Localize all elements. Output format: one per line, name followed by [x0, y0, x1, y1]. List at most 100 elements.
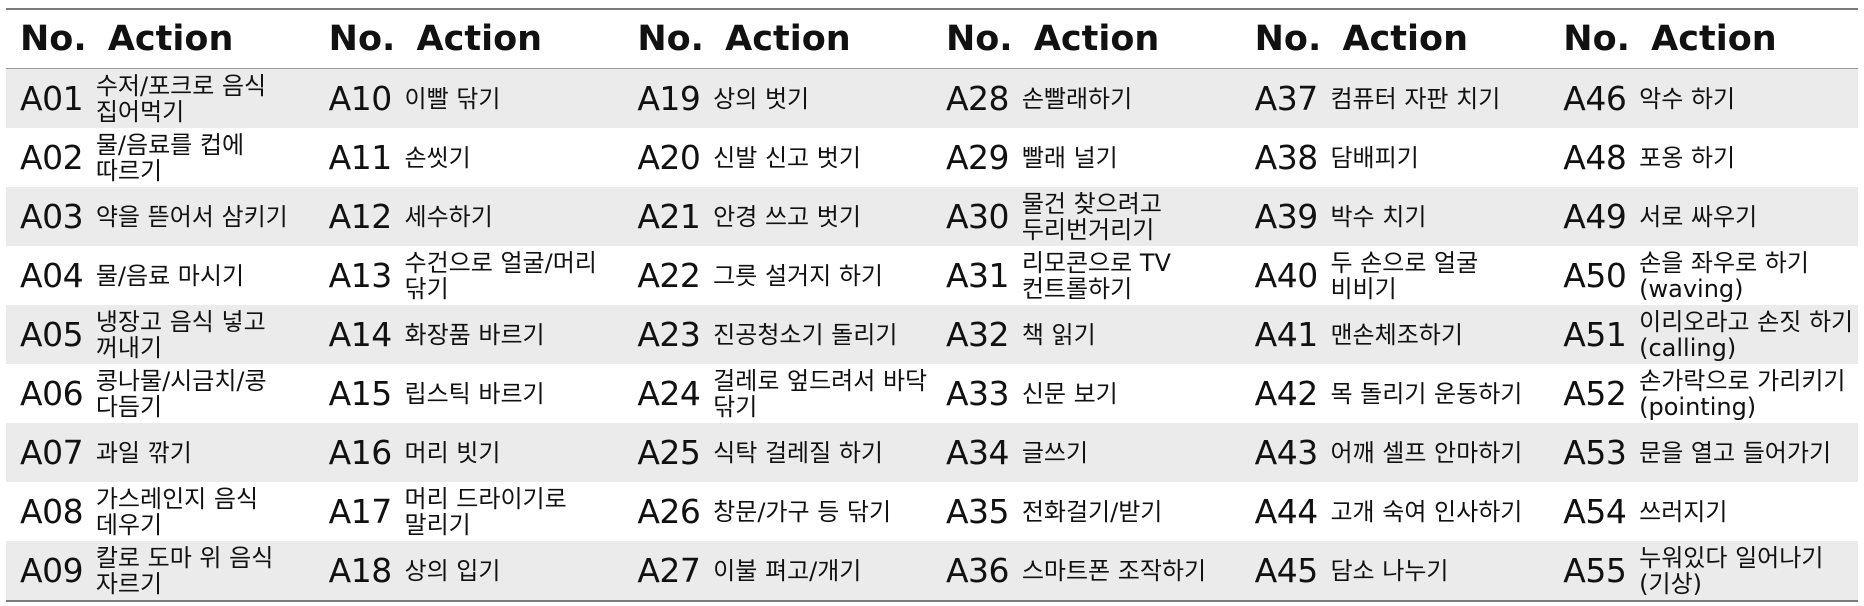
action-label: 과일 깎기 — [93, 423, 315, 482]
action-label: 창문/가구 등 닦기 — [713, 497, 892, 526]
action-code: A55 — [1549, 541, 1638, 601]
action-label: 걸레로 엎드려서 바닥 닦기 — [713, 366, 928, 421]
column-header-no: No. — [314, 9, 403, 69]
action-label: 화장품 바르기 — [402, 305, 624, 364]
column-header-action: Action — [93, 9, 315, 69]
action-label: 냉장고 음식 넣고 꺼내기 — [93, 305, 315, 364]
action-code: A34 — [931, 423, 1020, 482]
action-code: A42 — [1254, 374, 1319, 413]
table-row: A04 물/음료 마시기 A13 수건으로 얼굴/머리 닦기 A22 그릇 설거지 하기 A… — [6, 246, 1858, 305]
action-code: A20 — [637, 138, 701, 177]
action-label: 수건으로 얼굴/머리 닦기 — [404, 248, 597, 303]
column-header-no: No. — [623, 9, 712, 69]
action-code: A11 — [328, 138, 393, 177]
action-label: 어깨 셀프 안마하기 — [1328, 423, 1550, 482]
action-label: 포옹 하기 — [1639, 143, 1736, 172]
action-code: A27 — [623, 541, 712, 601]
action-code: A45 — [1240, 541, 1329, 601]
action-code: A29 — [945, 138, 1010, 177]
action-label: 립스틱 바르기 — [404, 379, 545, 408]
action-label: 문을 열고 들어가기 — [1637, 423, 1858, 482]
action-code: A41 — [1240, 305, 1329, 364]
action-code: A36 — [931, 541, 1020, 601]
action-label: 진공청소기 돌리기 — [711, 305, 932, 364]
action-code: A46 — [1549, 68, 1638, 128]
action-label: 맨손체조하기 — [1328, 305, 1550, 364]
action-label: 이불 펴고/개기 — [711, 541, 932, 601]
action-label: 서로 싸우기 — [1637, 187, 1858, 246]
action-code: A30 — [931, 187, 1020, 246]
action-code: A38 — [1254, 138, 1319, 177]
action-code: A22 — [637, 256, 701, 295]
column-header-no: No. — [1240, 9, 1329, 69]
action-label: 고개 숙여 인사하기 — [1330, 497, 1523, 526]
action-label: 전화걸기/받기 — [1021, 497, 1163, 526]
action-code: A35 — [945, 492, 1010, 531]
action-label: 담배피기 — [1330, 143, 1419, 172]
action-code: A39 — [1240, 187, 1329, 246]
column-header-action: Action — [1637, 9, 1858, 69]
action-code: A08 — [20, 492, 84, 531]
table-row: A02 물/음료를 컵에 따르기 A11 손씻기 A20 신발 신고 벗기 A29 빨래 널기… — [6, 128, 1858, 187]
table-row: A03 약을 뜯어서 삼키기 A12 세수하기 A21 안경 쓰고 벗기 A30 물건 찾으려… — [6, 187, 1858, 246]
action-label: 글쓰기 — [1019, 423, 1241, 482]
action-label: 빨래 널기 — [1021, 143, 1118, 172]
action-code: A25 — [623, 423, 712, 482]
column-header-no: No. — [6, 9, 94, 69]
action-label: 약을 뜯어서 삼키기 — [93, 187, 315, 246]
action-label: 스마트폰 조작하기 — [1019, 541, 1241, 601]
action-label: 세수하기 — [402, 187, 624, 246]
action-label: 물건 찾으려고 두리번거리기 — [1019, 187, 1241, 246]
action-label: 수저/포크로 음식 집어먹기 — [93, 68, 315, 128]
action-code: A28 — [931, 68, 1020, 128]
action-label: 칼로 도마 위 음식 자르기 — [93, 541, 315, 601]
action-code: A07 — [6, 423, 94, 482]
action-label: 손가락으로 가리키기 (pointing) — [1639, 366, 1846, 421]
table-row: A07 과일 깎기 A16 머리 빗기 A25 식탁 걸레질 하기 A34 글쓰기 A43 어깨 … — [6, 423, 1858, 482]
action-code: A23 — [623, 305, 712, 364]
table-row: A09 칼로 도마 위 음식 자르기 A18 상의 입기 A27 이불 펴고/개기 A36 스… — [6, 541, 1858, 601]
action-label: 책 읽기 — [1019, 305, 1241, 364]
action-code: A13 — [328, 256, 393, 295]
action-label: 악수 하기 — [1637, 68, 1858, 128]
action-label: 손을 좌우로 하기 (waving) — [1639, 248, 1809, 303]
table-row: A06 콩나물/시금치/콩 다듬기 A15 립스틱 바르기 A24 걸레로 엎드려서 바닥… — [6, 364, 1858, 423]
action-code: A43 — [1240, 423, 1329, 482]
action-label: 상의 입기 — [402, 541, 624, 601]
action-code: A26 — [637, 492, 701, 531]
action-code: A32 — [931, 305, 1020, 364]
action-code: A02 — [20, 138, 84, 177]
action-code: A05 — [6, 305, 94, 364]
action-label: 목 돌리기 운동하기 — [1330, 379, 1523, 408]
action-code: A51 — [1549, 305, 1638, 364]
action-label: 컴퓨터 자판 치기 — [1328, 68, 1550, 128]
column-header-action: Action — [402, 9, 624, 69]
action-code: A15 — [328, 374, 393, 413]
action-code: A10 — [314, 68, 403, 128]
action-label: 물/음료 마시기 — [95, 261, 245, 290]
action-code: A52 — [1563, 374, 1627, 413]
action-code: A50 — [1563, 256, 1627, 295]
column-header-action: Action — [1328, 9, 1550, 69]
action-code: A37 — [1240, 68, 1329, 128]
column-header-no: No. — [931, 9, 1020, 69]
action-label: 손씻기 — [404, 143, 471, 172]
action-label: 신문 보기 — [1021, 379, 1118, 408]
table-header: No. Action No. Action No. Action No. Action No. A… — [6, 9, 1858, 69]
action-code: A03 — [6, 187, 94, 246]
table-row: A01 수저/포크로 음식 집어먹기 A10 이빨 닦기 A19 상의 벗기 A28 손빨래하… — [6, 68, 1858, 128]
header-row: No. Action No. Action No. Action No. Action No. A… — [6, 9, 1858, 69]
action-label: 가스레인지 음식 데우기 — [95, 484, 259, 539]
action-code: A19 — [623, 68, 712, 128]
action-code: A16 — [314, 423, 403, 482]
action-label: 그릇 설거지 하기 — [713, 261, 883, 290]
action-code: A17 — [328, 492, 393, 531]
action-label: 누워있다 일어나기 (기상) — [1637, 541, 1858, 601]
action-code: A49 — [1549, 187, 1638, 246]
table-body: A01 수저/포크로 음식 집어먹기 A10 이빨 닦기 A19 상의 벗기 A28 손빨래하… — [6, 68, 1858, 601]
action-code: A09 — [6, 541, 94, 601]
action-code: A01 — [6, 68, 94, 128]
action-code: A48 — [1563, 138, 1627, 177]
column-header-action: Action — [1019, 9, 1241, 69]
action-code: A04 — [20, 256, 84, 295]
